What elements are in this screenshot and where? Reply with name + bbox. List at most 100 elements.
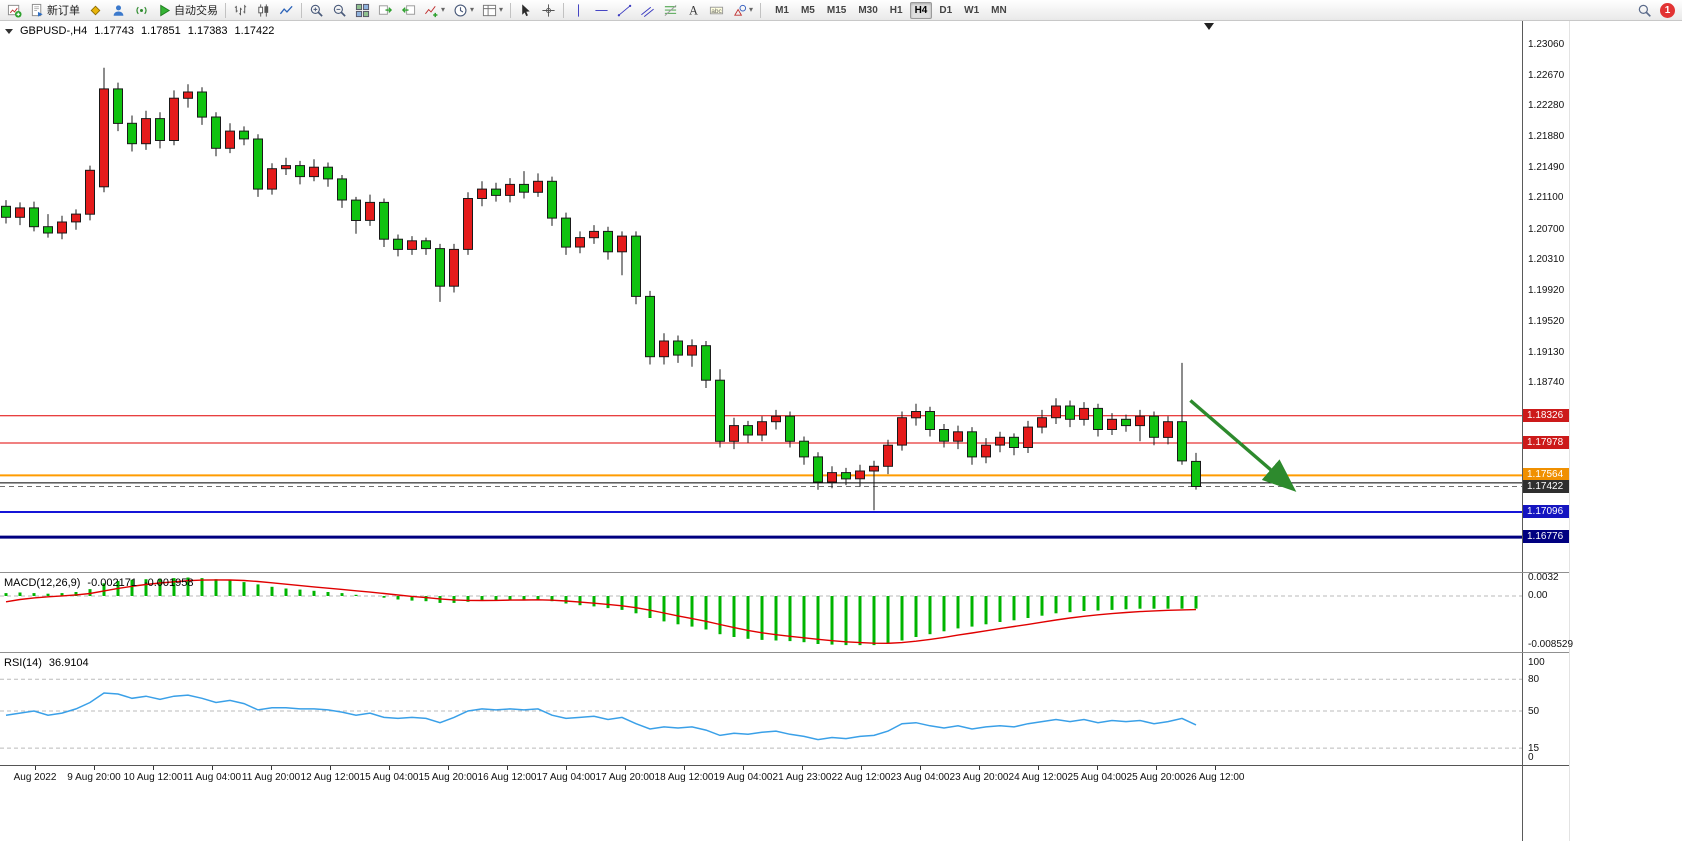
tile-icon <box>355 3 370 18</box>
chart-window[interactable]: GBPUSD-,H4 1.17743 1.17851 1.17383 1.174… <box>0 21 1522 841</box>
zoom-out-button[interactable] <box>328 0 351 21</box>
time-tick-label: 26 Aug 12:00 <box>1185 772 1245 783</box>
timeframe-m5-button[interactable]: M5 <box>800 4 815 16</box>
text-label-button[interactable]: abc <box>705 0 728 21</box>
crosshair-icon <box>541 3 556 18</box>
clock-icon <box>453 3 468 18</box>
periods-button[interactable]: ▾ <box>449 0 478 21</box>
time-tick-label: 16 Aug 12:00 <box>477 772 537 783</box>
time-tick-label: 10 Aug 12:00 <box>123 772 183 783</box>
tile-windows-button[interactable] <box>351 0 374 21</box>
market-button[interactable] <box>130 0 153 21</box>
timeframe-h4-button[interactable]: H4 <box>909 1 933 19</box>
trendline-button[interactable] <box>613 0 636 21</box>
line-chart-mode-button[interactable] <box>275 0 298 21</box>
equidistant-channel-button[interactable] <box>636 0 659 21</box>
time-axis: Aug 2022 9 Aug 20:00 10 Aug 12:00 11 Aug 04… <box>0 766 1522 786</box>
templates-button[interactable]: ▾ <box>478 0 507 21</box>
one-click-trading-toggle-icon[interactable] <box>5 28 13 34</box>
notification-badge[interactable]: 1 <box>1660 2 1675 18</box>
arrows-button[interactable]: ▾ <box>728 0 757 21</box>
template-icon <box>482 3 497 18</box>
time-tick-label: 23 Aug 04:00 <box>890 772 950 783</box>
last-bar-marker-icon <box>1204 23 1214 30</box>
community-button[interactable] <box>107 0 130 21</box>
fibonacci-button[interactable] <box>659 0 682 21</box>
time-tick <box>1156 766 1157 770</box>
indicators-button[interactable]: ▾ <box>420 0 449 21</box>
metaeditor-button[interactable] <box>84 0 107 21</box>
vertical-line-button[interactable] <box>567 0 590 21</box>
new-order-button[interactable]: 新订单 <box>26 0 84 21</box>
rsi-canvas[interactable] <box>0 654 1522 765</box>
timeframe-h1-button[interactable]: H1 <box>889 4 903 16</box>
crosshair-button[interactable] <box>537 0 560 21</box>
timeframe-d1-button[interactable]: D1 <box>939 4 953 16</box>
zoom-in-icon <box>309 3 324 18</box>
rsi-indicator-label: RSI(14) 36.9104 <box>4 657 89 669</box>
time-tick-label: 25 Aug 04:00 <box>1067 772 1127 783</box>
time-tick <box>625 766 626 770</box>
time-tick-label: 18 Aug 12:00 <box>654 772 714 783</box>
timeframe-m15-button[interactable]: M15 <box>826 4 847 16</box>
zoom-in-button[interactable] <box>305 0 328 21</box>
timeframe-mn-button[interactable]: MN <box>991 4 1007 16</box>
cursor-button[interactable] <box>514 0 537 21</box>
time-tick <box>448 766 449 770</box>
timeframe-w1-button[interactable]: W1 <box>964 4 980 16</box>
time-tick-label: 15 Aug 20:00 <box>418 772 478 783</box>
price-level-badge: 1.17564 <box>1523 468 1569 481</box>
rsi-panel-separator[interactable] <box>0 652 1569 653</box>
macd-main-value: -0.002171 <box>87 577 137 589</box>
time-tick <box>153 766 154 770</box>
chevron-down-icon: ▾ <box>499 5 504 14</box>
vline-icon <box>571 3 586 18</box>
price-level-badge: 1.16776 <box>1523 530 1569 543</box>
time-tick <box>802 766 803 770</box>
toolbar-separator <box>510 2 512 18</box>
trend-arrow-annotation[interactable] <box>1189 399 1297 492</box>
price-tick-label: 1.21880 <box>1528 131 1565 142</box>
price-chart-canvas[interactable] <box>0 21 1522 572</box>
candles-layer <box>1 67 1201 511</box>
macd-canvas[interactable] <box>0 574 1522 651</box>
price-tick-label: 1.18740 <box>1528 377 1565 388</box>
macd-scale-label: -0.008529 <box>1528 639 1574 650</box>
time-tick <box>743 766 744 770</box>
price-tick-label: 1.19920 <box>1528 285 1565 296</box>
macd-name: MACD(12,26,9) <box>4 577 81 589</box>
toolbar-separator <box>301 2 302 18</box>
rsi-scale-label: 15 <box>1528 743 1540 754</box>
new-order-label: 新订单 <box>47 5 80 17</box>
rsi-scale-label: 100 <box>1528 657 1545 668</box>
price-tick-label: 1.19130 <box>1528 347 1565 358</box>
timeframe-switcher: M1 M5 M15 M30 H1 H4 D1 W1 MN <box>770 1 1012 19</box>
time-tick <box>389 766 390 770</box>
auto-scroll-button[interactable] <box>374 0 397 21</box>
timeframe-m30-button[interactable]: M30 <box>858 4 878 16</box>
diamond-icon <box>88 3 103 18</box>
search-button[interactable] <box>1633 0 1656 21</box>
text-button[interactable]: A <box>682 0 705 21</box>
chart-shift-button[interactable] <box>397 0 420 21</box>
new-chart-button[interactable] <box>3 0 26 21</box>
line-chart-icon <box>279 3 294 18</box>
auto-trading-button[interactable]: 自动交易 <box>153 0 222 21</box>
rsi-name: RSI(14) <box>4 657 42 669</box>
search-icon <box>1637 3 1652 18</box>
time-tick <box>684 766 685 770</box>
time-tick <box>1038 766 1039 770</box>
timeframe-m1-button[interactable]: M1 <box>775 4 789 16</box>
horizontal-line-button[interactable] <box>590 0 613 21</box>
macd-panel-separator[interactable] <box>0 572 1569 573</box>
time-tick <box>979 766 980 770</box>
candlestick-mode-button[interactable] <box>252 0 275 21</box>
macd-signal-line <box>5 579 1197 645</box>
price-axis[interactable]: 1.23060 1.22670 1.22280 1.21880 1.21490 1.211… <box>1522 21 1573 841</box>
bar-chart-mode-button[interactable] <box>229 0 252 21</box>
time-tick-label: Aug 2022 <box>13 772 57 783</box>
zoom-out-icon <box>332 3 347 18</box>
auto-trading-label: 自动交易 <box>174 5 218 17</box>
